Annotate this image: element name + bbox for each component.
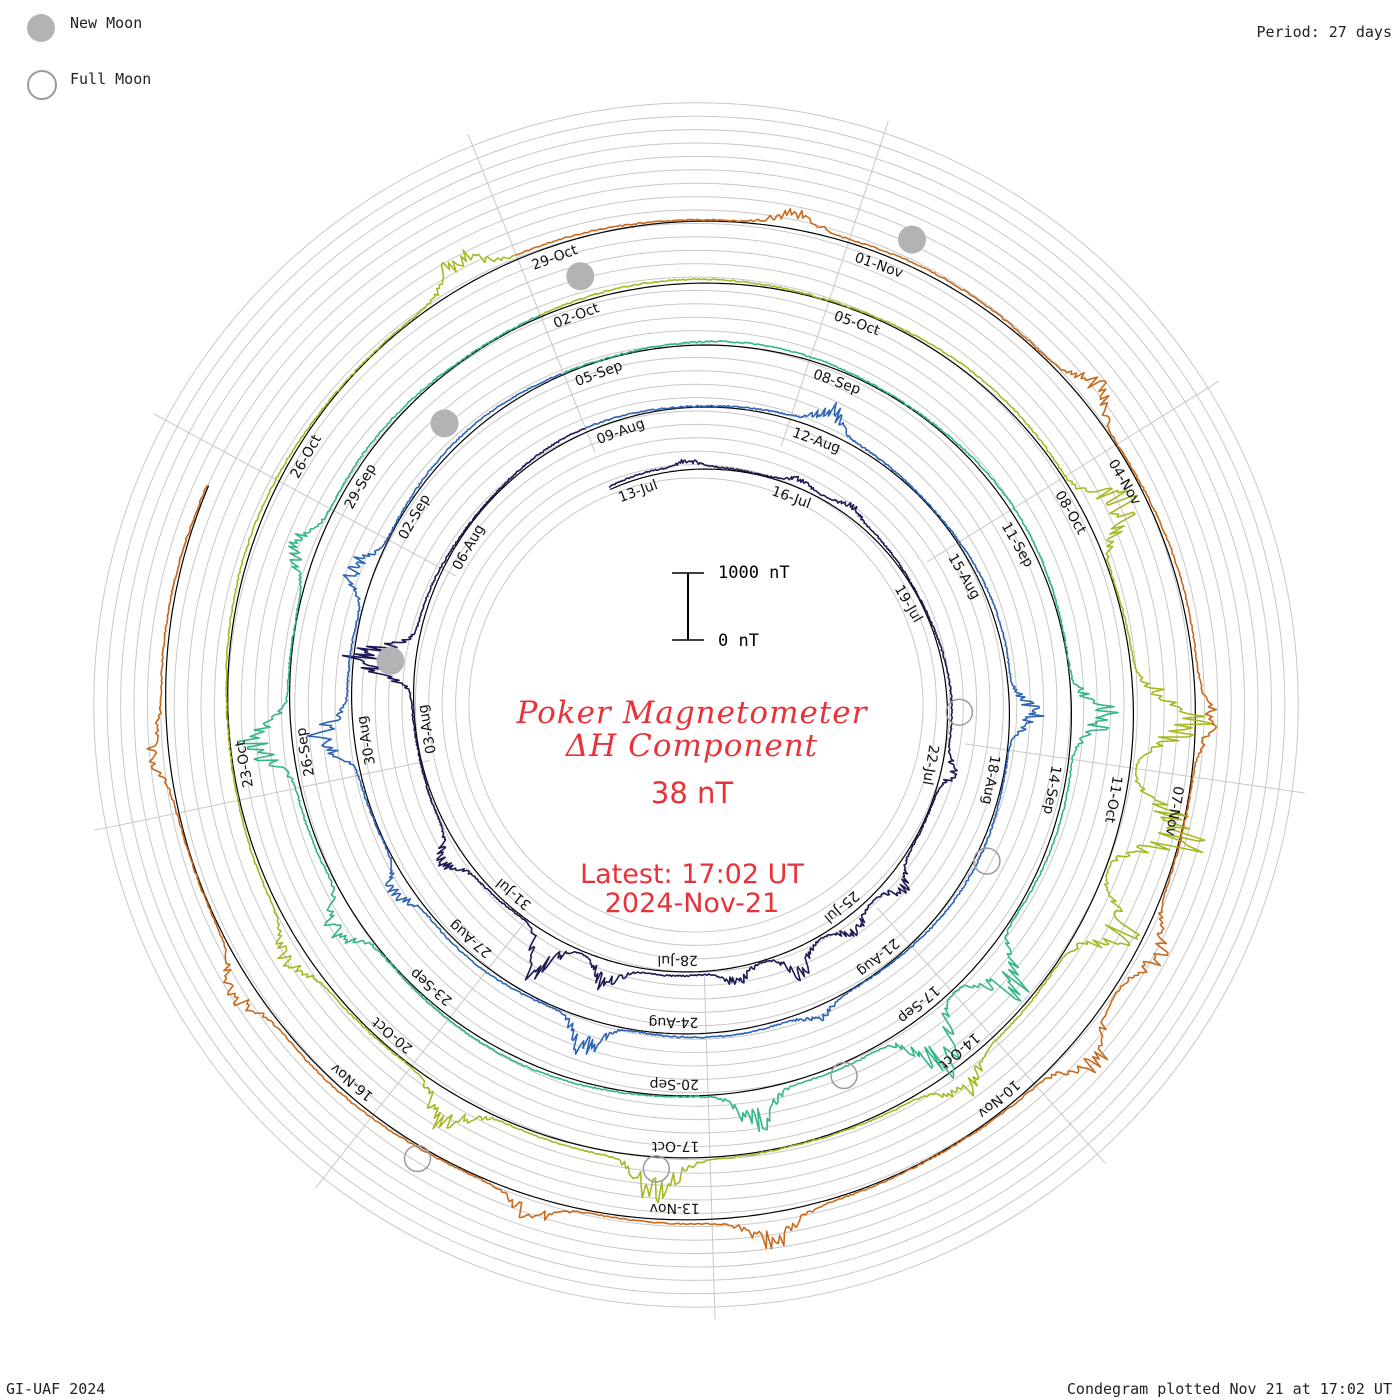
date-spoke (315, 918, 529, 1189)
full-moon-legend-icon (27, 70, 57, 100)
title-line-2: ΔH Component (565, 728, 819, 764)
series-trace-rotation-4 (224, 249, 1215, 1204)
date-label: 13-Nov (650, 1200, 700, 1216)
baseline-spiral (165, 220, 1196, 1221)
date-label: 17-Oct (651, 1138, 699, 1154)
new-moon-marker (376, 646, 405, 675)
series-trace-rotation-3 (237, 313, 1119, 1132)
new-moon-marker (430, 409, 459, 438)
new-moon-marker (566, 262, 595, 291)
date-label: 05-Oct (832, 308, 883, 339)
scale-bar (672, 572, 704, 641)
date-spoke (703, 976, 716, 1320)
grid-ring (401, 410, 991, 1000)
new-moon-legend-icon (27, 14, 55, 42)
grid-ring (307, 316, 1085, 1094)
grid-ring (334, 343, 1058, 1067)
full-moon-marker (973, 847, 1001, 875)
new-moon-legend-label: New Moon (70, 14, 143, 32)
plotted-timestamp: Condegram plotted Nov 21 at 17:02 UT (1066, 1380, 1392, 1398)
date-label: 20-Sep (650, 1076, 699, 1092)
date-spoke (154, 413, 457, 577)
grid-ring (146, 155, 1246, 1255)
new-moon-marker (898, 225, 926, 254)
grid-ring (213, 222, 1179, 1188)
date-spoke (876, 907, 1106, 1164)
centre-mask (470, 479, 922, 931)
date-label: 28-Jul (657, 952, 698, 968)
full-moon-legend-label: Full Moon (70, 70, 152, 88)
grid-ring (133, 142, 1259, 1268)
grid-ring (200, 209, 1192, 1201)
baseline-spiral-path (165, 220, 1196, 1221)
scale-top-label: 1000 nT (718, 563, 790, 583)
grid-ring (455, 464, 937, 946)
grid-ring (106, 115, 1286, 1295)
date-label: 11-Oct (1101, 775, 1125, 825)
series-trace-rotation-1 (341, 427, 958, 991)
date-spoke (965, 743, 1305, 794)
full-moon-marker (945, 698, 974, 726)
grid-ring (347, 356, 1045, 1054)
scale-bottom-label: 0 nT (718, 631, 759, 651)
latest-time: Latest: 17:02 UT (580, 859, 804, 890)
grid-ring (388, 397, 1004, 1013)
grid-ring (374, 383, 1018, 1027)
moon-markers (376, 225, 1001, 1183)
latest-timestamp: Latest: 17:02 UT 2024-Nov-21 (0, 860, 1384, 918)
grid-ring (267, 276, 1125, 1134)
credit-label: GI-UAF 2024 (6, 1380, 106, 1398)
date-spokes (94, 120, 1305, 1320)
series-trace-rotation-5 (146, 207, 1218, 1250)
date-label: 22-Jul (919, 744, 942, 787)
data-traces (146, 207, 1218, 1250)
grid-ring (280, 289, 1112, 1121)
grid-ring (173, 182, 1219, 1228)
grid-ring (321, 330, 1071, 1080)
period-label: Period: 27 days (1256, 23, 1392, 41)
date-label: 24-Aug (648, 1014, 698, 1030)
grid-ring (468, 477, 924, 933)
grid-ring (93, 102, 1299, 1308)
grid-ring (294, 303, 1098, 1107)
grid-ring (187, 196, 1205, 1214)
full-moon-marker (642, 1155, 671, 1183)
date-spoke (780, 120, 889, 447)
date-spoke (926, 380, 1219, 563)
title-line-1: Poker Magnetometer (516, 695, 868, 731)
date-label: 08-Sep (811, 367, 863, 399)
date-spoke (94, 760, 430, 831)
date-label: 01-Nov (852, 250, 905, 282)
grid-ring (414, 423, 978, 987)
full-moon-marker (403, 1144, 432, 1173)
latest-date: 2024-Nov-21 (604, 888, 780, 919)
chart-title: Poker Magnetometer ΔH Component (0, 697, 1384, 763)
grid-ring (240, 249, 1152, 1161)
grid-ring (120, 129, 1272, 1281)
grid-ring (254, 263, 1138, 1147)
grid-ring (441, 450, 951, 960)
series-trace-rotation-2 (306, 373, 1045, 1055)
date-label: 02-Oct (551, 300, 602, 332)
full-moon-marker (830, 1061, 858, 1090)
current-value: 38 nT (650, 776, 734, 810)
date-spoke (467, 133, 596, 453)
